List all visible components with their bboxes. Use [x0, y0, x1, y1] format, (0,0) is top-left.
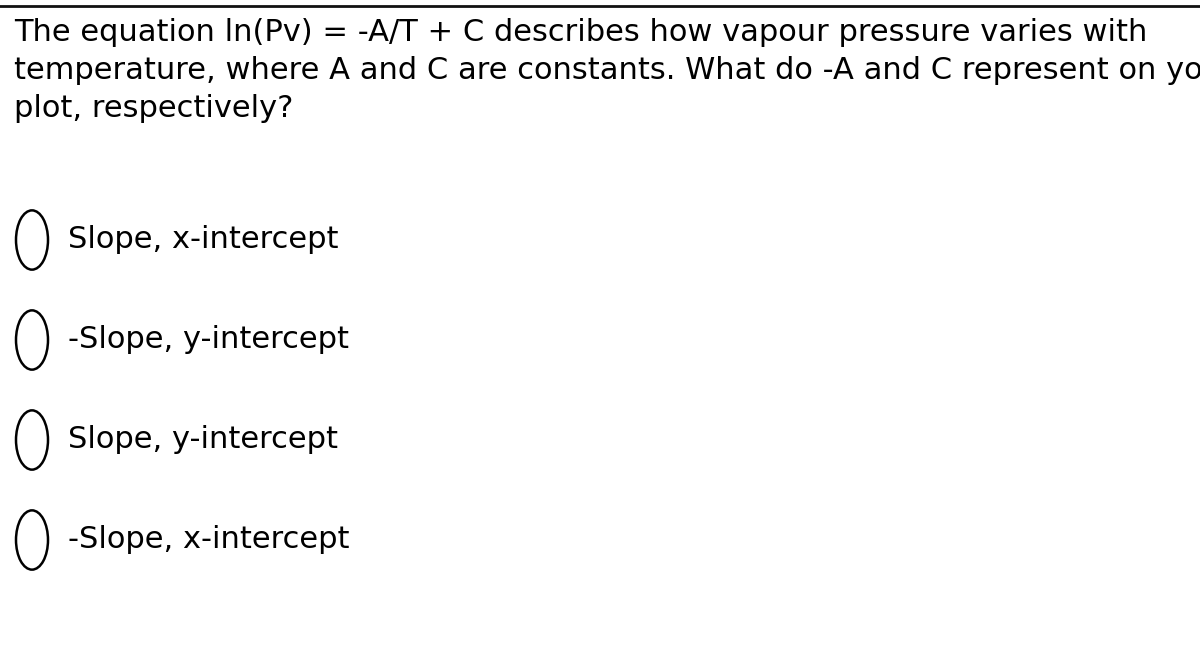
- Ellipse shape: [16, 511, 48, 570]
- Ellipse shape: [16, 211, 48, 270]
- Ellipse shape: [16, 310, 48, 369]
- Text: plot, respectively?: plot, respectively?: [14, 94, 293, 123]
- Text: Slope, x-intercept: Slope, x-intercept: [68, 226, 338, 255]
- Text: Slope, y-intercept: Slope, y-intercept: [68, 426, 338, 454]
- Text: -Slope, x-intercept: -Slope, x-intercept: [68, 526, 349, 555]
- Text: -Slope, y-intercept: -Slope, y-intercept: [68, 325, 349, 354]
- Text: temperature, where A and C are constants. What do -A and C represent on your: temperature, where A and C are constants…: [14, 56, 1200, 85]
- Text: The equation ln(Pv) = -A/T + C describes how vapour pressure varies with: The equation ln(Pv) = -A/T + C describes…: [14, 18, 1147, 47]
- Ellipse shape: [16, 410, 48, 470]
